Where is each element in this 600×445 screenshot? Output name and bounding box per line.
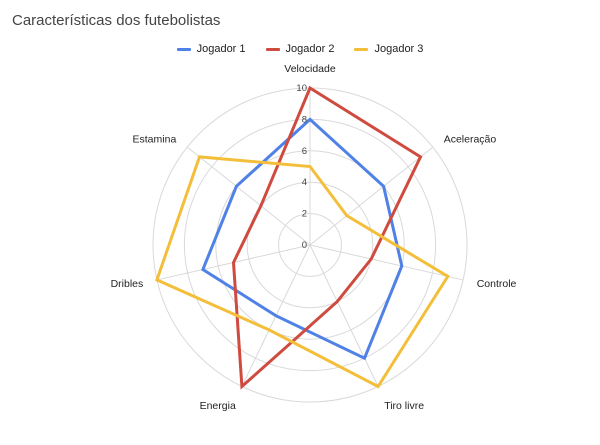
legend-item-jogador-3[interactable]: Jogador 3: [354, 43, 423, 55]
tick-label: 4: [302, 177, 307, 188]
tick-label: 2: [302, 209, 307, 220]
axis-label: Energia: [200, 400, 236, 412]
tick-label: 6: [302, 146, 307, 157]
series-line-2: [231, 85, 423, 390]
axis-label: Velocidade: [284, 63, 336, 75]
axis-label: Estamina: [133, 133, 177, 145]
series-line-1: [201, 117, 404, 361]
axis-label: Tiro livre: [384, 400, 424, 412]
tick-label: 10: [296, 83, 307, 94]
axis-label: Aceleração: [444, 133, 497, 145]
chart-title: Características dos futebolistas: [12, 12, 221, 29]
tick-label: 0: [302, 240, 307, 251]
legend-item-jogador-2[interactable]: Jogador 2: [265, 43, 335, 55]
legend-swatch: [354, 47, 369, 51]
legend-label: Jogador 2: [285, 43, 335, 55]
axis-label: Controle: [477, 278, 517, 290]
series-line-3: [155, 155, 450, 389]
legend-swatch: [176, 47, 191, 51]
grid-spoke: [186, 146, 311, 246]
legend-label: Jogador 3: [374, 43, 424, 55]
grid-spoke: [309, 244, 379, 387]
axis-label: Dribles: [111, 278, 144, 290]
grid-spoke: [309, 146, 434, 246]
tick-label: 8: [302, 114, 307, 125]
legend-item-jogador-1[interactable]: Jogador 1: [176, 43, 246, 55]
legend-swatch: [265, 47, 280, 51]
legend-label: Jogador 1: [196, 43, 246, 55]
grid-spoke: [309, 244, 464, 281]
legend: Jogador 1 Jogador 2 Jogador 3: [0, 43, 600, 55]
